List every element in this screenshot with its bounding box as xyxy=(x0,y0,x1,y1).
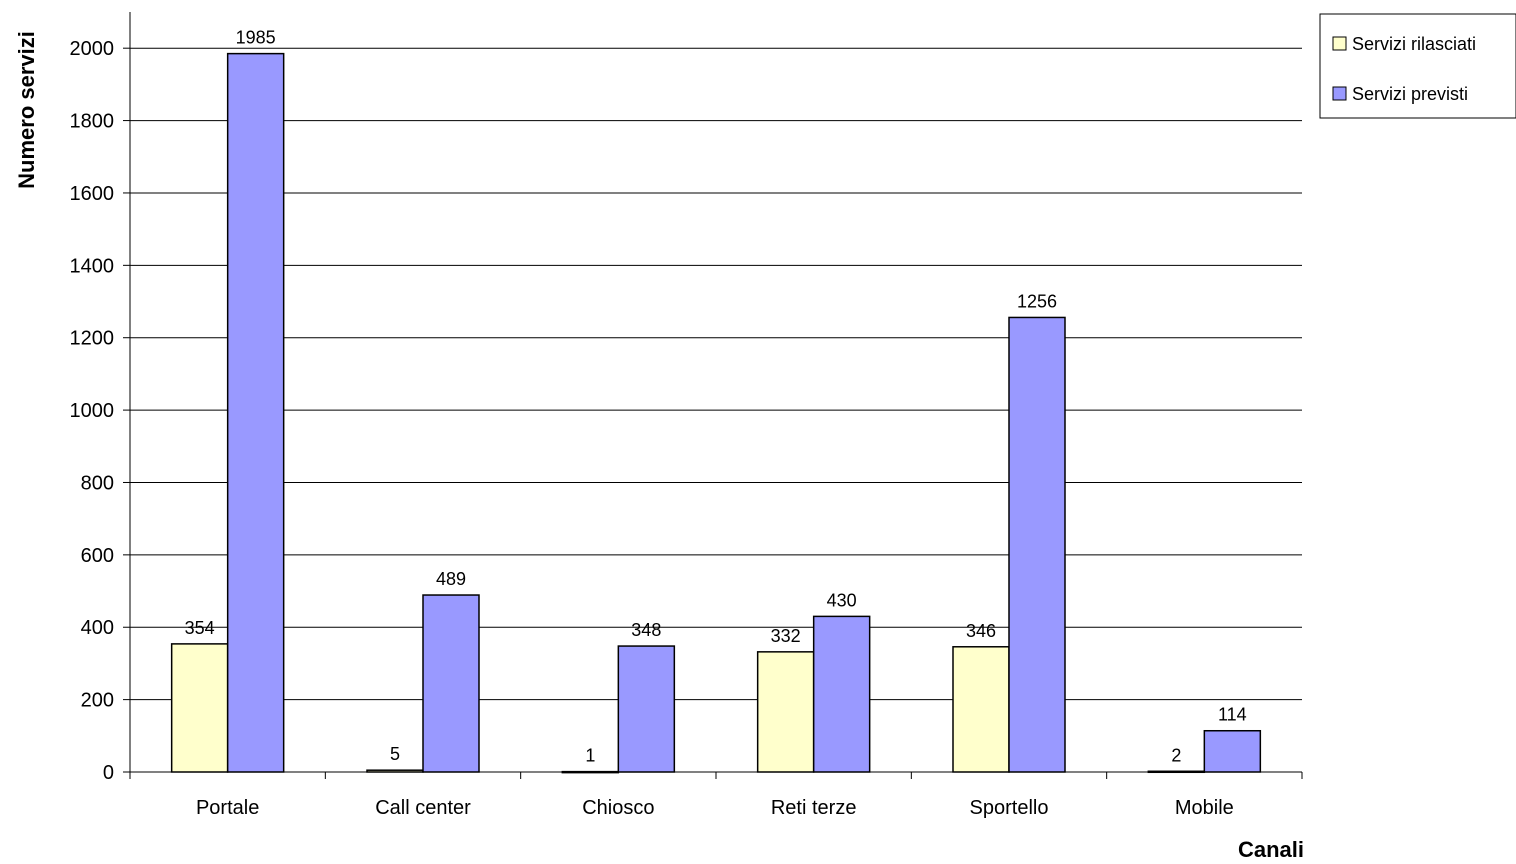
y-tick-label: 1800 xyxy=(70,111,115,133)
x-tick-label: Mobile xyxy=(1175,797,1234,819)
legend-box xyxy=(1319,13,1516,119)
x-tick-label: Sportello xyxy=(970,797,1049,819)
data-label: 354 xyxy=(185,618,215,638)
data-label: 1 xyxy=(585,746,595,766)
data-label: 1256 xyxy=(1017,291,1057,311)
y-tick-label: 600 xyxy=(81,545,114,567)
y-tick-label: 0 xyxy=(103,762,114,784)
bar-previsti xyxy=(226,52,285,773)
y-axis-title: Numero servizi xyxy=(14,31,39,189)
bar-previsti xyxy=(812,615,871,773)
x-tick-label: Reti terze xyxy=(771,797,857,819)
data-label: 1985 xyxy=(236,28,276,48)
x-tick-label: Portale xyxy=(196,797,259,819)
bar-rilasciati xyxy=(170,643,229,773)
legend-swatch xyxy=(1332,86,1347,101)
legend-label: Servizi rilasciati xyxy=(1352,34,1476,54)
y-tick-label: 1400 xyxy=(70,255,115,277)
x-tick-label: Call center xyxy=(375,797,471,819)
y-tick-label: 400 xyxy=(81,617,114,639)
y-tick-label: 1000 xyxy=(70,400,115,422)
data-label: 332 xyxy=(771,626,801,646)
y-tick-label: 2000 xyxy=(70,38,115,60)
legend-swatch xyxy=(1332,36,1347,51)
bar-previsti xyxy=(422,594,480,773)
y-tick-label: 1600 xyxy=(70,183,115,205)
bar-previsti xyxy=(1008,316,1066,773)
gridlines xyxy=(130,47,1302,701)
bars xyxy=(170,52,1262,774)
bar-rilasciati xyxy=(756,651,815,773)
axes xyxy=(123,12,1303,779)
data-label: 2 xyxy=(1171,745,1181,765)
bar-previsti xyxy=(1203,729,1262,773)
legend: Servizi rilasciati Servizi previsti xyxy=(1319,13,1516,119)
data-label: 346 xyxy=(966,621,996,641)
data-label: 430 xyxy=(827,590,857,610)
x-tick-label: Chiosco xyxy=(582,797,654,819)
bar-previsti xyxy=(617,645,676,773)
y-tick-label: 1200 xyxy=(70,328,115,350)
y-tick-label: 200 xyxy=(81,690,114,712)
data-label: 5 xyxy=(390,744,400,764)
data-label: 489 xyxy=(436,569,466,589)
bar-rilasciati xyxy=(952,646,1010,773)
data-label: 348 xyxy=(631,620,661,640)
labels: 0 200 400 600 800 1000 1200 1400 1600 1800 2000 Por… xyxy=(70,28,1247,819)
data-label: 114 xyxy=(1218,705,1247,725)
y-tick-label: 800 xyxy=(81,472,114,494)
x-axis-title: Canali xyxy=(1238,837,1304,859)
legend-label: Servizi previsti xyxy=(1352,84,1468,104)
